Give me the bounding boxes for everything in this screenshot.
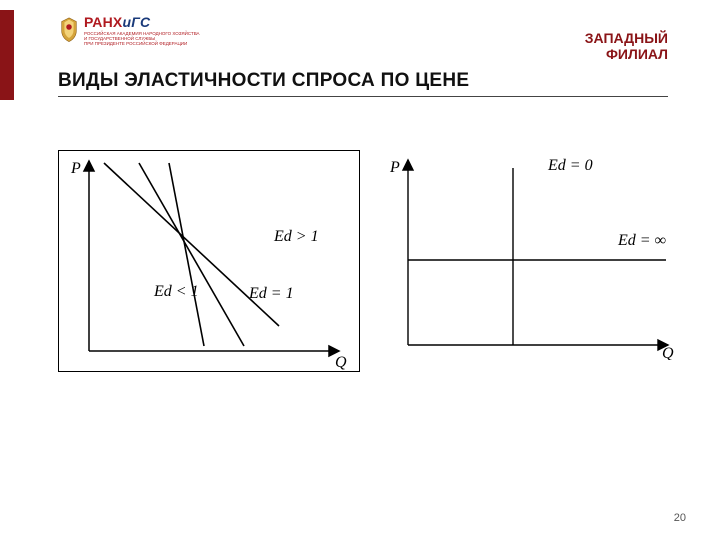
label-ed-gt-1: Ed > 1 [273, 228, 319, 245]
chart-elasticity-sloped: P Q Ed > 1 Ed = 1 Ed < 1 [58, 150, 360, 372]
chart-elasticity-extreme: P Q Ed = 0 Ed = ∞ [378, 150, 678, 360]
logo-text-primary: РАНХ [84, 14, 122, 30]
page-number: 20 [674, 512, 686, 524]
label-ed-eq-1: Ed = 1 [248, 285, 294, 302]
label-ed-lt-1: Ed < 1 [153, 283, 199, 300]
title-rule [58, 96, 668, 97]
y-axis-label-right: P [389, 159, 400, 176]
label-ed-inf: Ed = ∞ [617, 232, 666, 249]
crest-icon [58, 16, 80, 44]
page-title: ВИДЫ ЭЛАСТИЧНОСТИ СПРОСА ПО ЦЕНЕ [58, 70, 469, 92]
y-axis-label-left: P [70, 160, 81, 177]
line-ed-eq-1 [139, 163, 244, 346]
line-ed-lt-1 [169, 163, 204, 346]
logo-text: РАНХиГС [84, 14, 150, 30]
logo-subtext-3: ПРИ ПРЕЗИДЕНТЕ РОССИЙСКОЙ ФЕДЕРАЦИИ [84, 42, 200, 47]
branch-line2: ФИЛИАЛ [585, 46, 668, 62]
logo-text-secondary: иГС [122, 14, 150, 30]
label-ed-zero: Ed = 0 [547, 157, 593, 174]
charts-row: P Q Ed > 1 Ed = 1 Ed < 1 P Q [58, 150, 680, 372]
branch-line1: ЗАПАДНЫЙ [585, 30, 668, 46]
x-axis-label-right: Q [662, 345, 674, 360]
brand-sidebar [0, 10, 14, 100]
branch-label: ЗАПАДНЫЙ ФИЛИАЛ [585, 30, 668, 62]
x-axis-label-left: Q [335, 354, 347, 371]
logo: РАНХиГС РОССИЙСКАЯ АКАДЕМИЯ НАРОДНОГО ХО… [58, 14, 200, 47]
